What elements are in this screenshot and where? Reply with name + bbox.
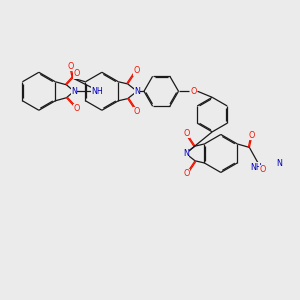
Text: NH: NH xyxy=(92,87,103,96)
Text: O: O xyxy=(183,169,190,178)
Text: N: N xyxy=(134,87,140,96)
Text: N: N xyxy=(276,159,282,168)
Text: O: O xyxy=(68,62,74,71)
Text: O: O xyxy=(74,104,80,113)
Text: O: O xyxy=(260,165,266,174)
Text: N: N xyxy=(71,87,77,96)
Text: N: N xyxy=(183,149,189,158)
Text: O: O xyxy=(190,87,196,96)
Text: O: O xyxy=(133,107,140,116)
Text: NH: NH xyxy=(250,163,262,172)
Text: O: O xyxy=(299,160,300,169)
Text: O: O xyxy=(249,131,255,140)
Text: O: O xyxy=(133,67,140,76)
Text: O: O xyxy=(183,129,190,138)
Text: O: O xyxy=(74,69,80,78)
